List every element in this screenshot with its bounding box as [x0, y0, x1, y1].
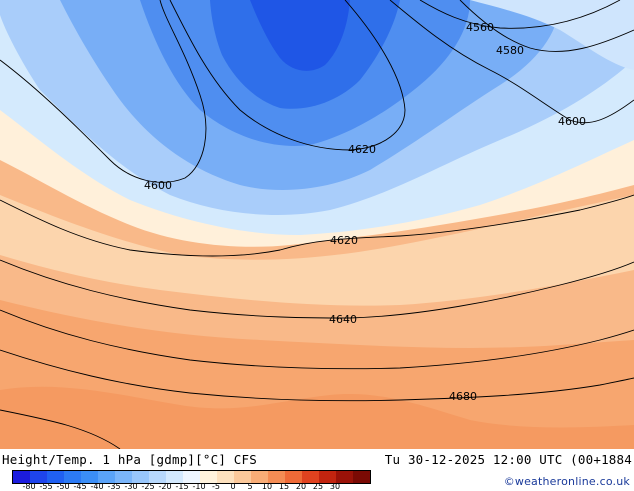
color-scale-tick: -5	[212, 482, 220, 491]
contour-line	[0, 309, 634, 370]
contour-line	[0, 349, 634, 402]
color-scale-swatch	[336, 471, 353, 483]
contour-line	[459, 0, 634, 52]
color-scale-tick: -35	[107, 482, 121, 491]
color-scale-tick: 30	[329, 482, 341, 491]
color-scale-tick: -20	[158, 482, 172, 491]
color-scale-swatch	[285, 471, 302, 483]
color-scale-swatch	[183, 471, 200, 483]
map-footer: Height/Temp. 1 hPa [gdmp][°C] CFS Tu 30-…	[0, 449, 634, 491]
color-scale-swatch	[149, 471, 166, 483]
forecast-datetime: Tu 30-12-2025 12:00 UTC (00+1884	[384, 452, 632, 467]
contour-label: 4680	[449, 390, 477, 403]
color-scale-swatch	[200, 471, 217, 483]
contour-label: 4620	[348, 143, 376, 156]
contour-label: 4600	[144, 179, 172, 192]
contour-label: 4600	[558, 115, 586, 128]
contour-line	[389, 0, 634, 124]
color-scale-tick: -45	[73, 482, 87, 491]
contour-line	[0, 259, 634, 319]
contour-line	[0, 194, 634, 257]
color-scale-swatch	[353, 471, 370, 483]
color-scale-tick: -50	[56, 482, 70, 491]
color-scale-tick: -25	[141, 482, 155, 491]
color-scale-swatch	[234, 471, 251, 483]
color-scale-swatch	[319, 471, 336, 483]
color-scale-swatch	[64, 471, 81, 483]
color-scale-tick: 10	[261, 482, 273, 491]
weather-map: 4560 4580 4600 4600 4620 4620 4640 4680	[0, 0, 634, 449]
contour-label: 4580	[496, 44, 524, 57]
color-scale-ticks: -80 -55 -50 -45 -40 -35 -30 -25 -20 -15 -10 -5 0 5 10 1…	[12, 482, 372, 491]
color-scale-tick: -80	[22, 482, 36, 491]
temp-band-lobe	[470, 0, 634, 70]
color-scale-tick: -30	[124, 482, 138, 491]
color-scale-tick: 5	[247, 482, 253, 491]
color-scale-swatch	[166, 471, 183, 483]
color-scale-swatch	[13, 471, 30, 483]
color-scale-tick: 25	[312, 482, 324, 491]
color-scale-tick: -55	[39, 482, 53, 491]
color-scale-tick: 20	[295, 482, 307, 491]
contour-label: 4640	[329, 313, 357, 326]
contour-line	[169, 0, 406, 151]
color-scale-swatch	[251, 471, 268, 483]
color-scale-swatch	[132, 471, 149, 483]
map-canvas: 4560 4580 4600 4600 4620 4620 4640 4680	[0, 0, 634, 449]
contour-line	[419, 0, 621, 29]
color-scale-tick: -40	[90, 482, 104, 491]
color-scale-swatch	[81, 471, 98, 483]
color-scale-swatch	[302, 471, 319, 483]
color-scale-tick: 15	[278, 482, 290, 491]
temp-band-warmest	[0, 386, 634, 449]
contour-line	[0, 409, 121, 449]
color-scale-swatch	[47, 471, 64, 483]
temp-band-mild	[0, 195, 634, 306]
color-scale-swatch	[268, 471, 285, 483]
color-scale-tick: -10	[192, 482, 206, 491]
contour-label: 4560	[466, 21, 494, 34]
color-scale-tick: 0	[230, 482, 236, 491]
map-title: Height/Temp. 1 hPa [gdmp][°C] CFS	[2, 452, 257, 467]
contour-label: 4620	[330, 234, 358, 247]
color-scale-swatch	[98, 471, 115, 483]
color-scale	[12, 470, 371, 484]
color-scale-swatch	[217, 471, 234, 483]
credit-link[interactable]: ©weatheronline.co.uk	[503, 475, 630, 488]
color-scale-swatch	[115, 471, 132, 483]
color-scale-tick: -15	[175, 482, 189, 491]
contour-line	[0, 0, 207, 183]
temp-band-core	[250, 0, 350, 71]
color-scale-swatch	[30, 471, 47, 483]
